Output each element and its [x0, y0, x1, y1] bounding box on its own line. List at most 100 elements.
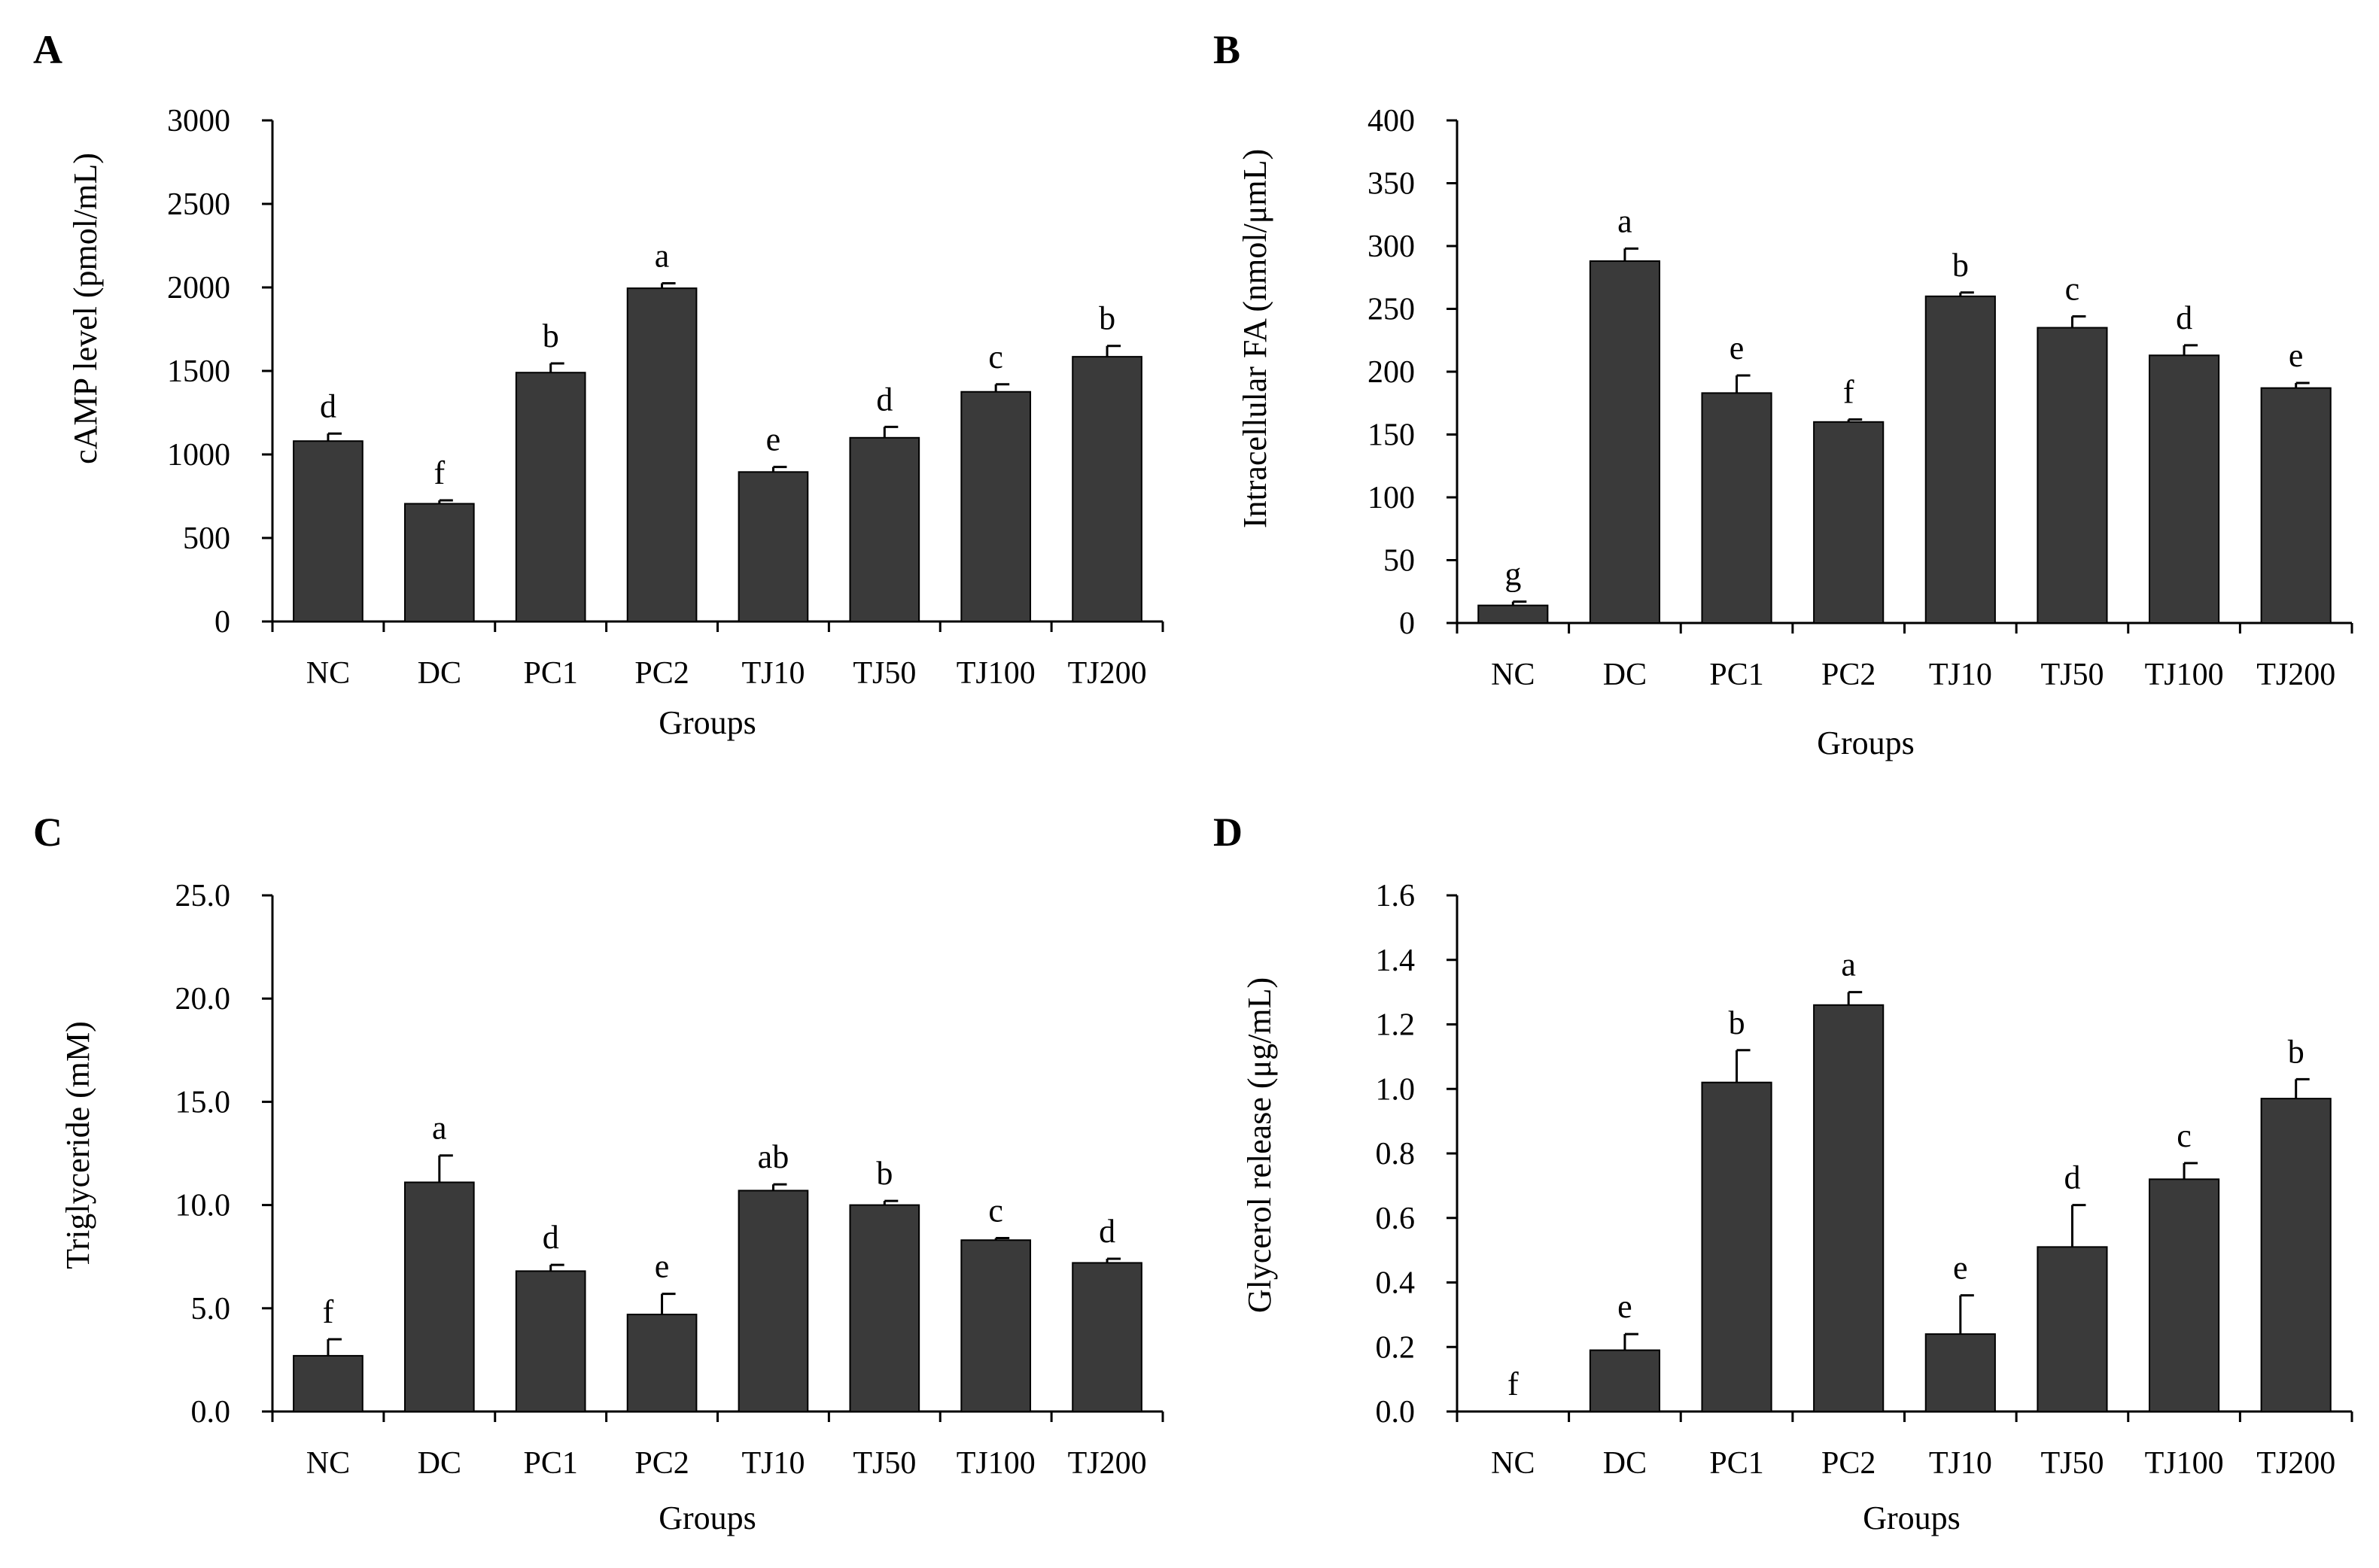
x-tick-label: TJ200 — [1068, 656, 1147, 691]
significance-letter: a — [1841, 947, 1856, 983]
significance-letter: d — [1099, 1213, 1115, 1250]
bar — [1072, 1262, 1142, 1412]
y-tick-label: 1.2 — [1376, 1008, 1416, 1043]
significance-letter: b — [1729, 1004, 1745, 1041]
panel-label: D — [1213, 810, 1243, 855]
y-axis-label: cAMP level (pmol/mL) — [67, 153, 104, 464]
y-tick-label: 1000 — [167, 438, 230, 473]
y-tick-label: 500 — [183, 521, 230, 556]
significance-letter: b — [876, 1155, 893, 1192]
significance-letter: g — [1504, 556, 1521, 593]
bar — [1701, 392, 1772, 624]
y-tick-label: 1.4 — [1376, 944, 1416, 978]
y-tick-label: 400 — [1367, 104, 1415, 138]
x-tick-label: TJ10 — [741, 1446, 805, 1481]
x-tick-label: NC — [306, 1446, 350, 1481]
x-tick-label: TJ100 — [2145, 658, 2224, 692]
x-tick-label: DC — [1603, 658, 1647, 692]
bar — [515, 372, 586, 622]
bar — [738, 1190, 809, 1412]
x-tick-label: TJ100 — [2145, 1446, 2224, 1481]
significance-letter: c — [988, 1193, 1003, 1229]
y-tick-label: 200 — [1367, 355, 1415, 390]
x-tick-label: TJ50 — [853, 656, 916, 691]
x-tick-label: PC1 — [1709, 1446, 1763, 1481]
significance-letter: e — [766, 421, 781, 458]
bar — [1924, 1333, 1996, 1412]
significance-letter: d — [2064, 1159, 2080, 1196]
significance-letter: ab — [758, 1138, 789, 1175]
bar — [293, 1354, 364, 1412]
x-tick-label: PC1 — [524, 656, 578, 691]
x-tick-label: TJ200 — [2256, 658, 2335, 692]
panel-label: A — [33, 27, 62, 72]
bar — [2260, 1098, 2332, 1413]
x-tick-label: NC — [306, 656, 350, 691]
y-tick-label: 50 — [1383, 544, 1415, 579]
y-tick-label: 3000 — [167, 104, 230, 138]
y-axis-label: Intracellular FA (nmol/μmL) — [1237, 149, 1273, 528]
significance-letter: a — [655, 237, 670, 274]
x-tick-label: TJ50 — [2040, 658, 2104, 692]
y-tick-label: 0.2 — [1376, 1330, 1416, 1365]
x-axis-label: Groups — [659, 1500, 756, 1536]
bar — [2037, 327, 2108, 624]
significance-letter: e — [2289, 337, 2304, 374]
significance-letter: b — [1952, 247, 1969, 284]
x-tick-label: TJ200 — [1068, 1446, 1147, 1481]
bar — [1589, 1349, 1661, 1412]
y-axis-label: Glycerol release (μg/mL) — [1241, 977, 1278, 1313]
panel-a: A cAMP level (pmol/mL) Groups 0 500 1000 15… — [33, 27, 1164, 741]
bar — [1813, 421, 1885, 624]
significance-letter: c — [988, 339, 1003, 375]
bar — [403, 503, 475, 622]
bar — [2260, 387, 2332, 624]
y-tick-label: 0.0 — [191, 1395, 231, 1430]
significance-letter: d — [320, 387, 336, 424]
bar — [2148, 1178, 2220, 1413]
bar — [960, 1239, 1032, 1413]
x-axis-label: Groups — [1863, 1500, 1961, 1536]
x-axis-label: Groups — [1817, 725, 1915, 761]
significance-letter: b — [1099, 300, 1115, 337]
significance-letter: d — [543, 1219, 559, 1256]
significance-letter: d — [2176, 299, 2192, 336]
y-tick-label: 2500 — [167, 187, 230, 222]
x-tick-label: TJ10 — [1929, 1446, 1992, 1481]
y-tick-label: 2000 — [167, 271, 230, 305]
bar — [2148, 354, 2220, 624]
y-tick-label: 10.0 — [175, 1189, 231, 1223]
bar — [293, 440, 364, 622]
y-tick-label: 0.4 — [1376, 1266, 1416, 1301]
significance-letter: e — [655, 1248, 670, 1285]
bar — [626, 1314, 698, 1412]
y-tick-label: 250 — [1367, 293, 1415, 327]
x-tick-label: PC1 — [524, 1446, 578, 1481]
bar — [626, 287, 698, 622]
x-tick-label: DC — [418, 1446, 461, 1481]
x-tick-label: DC — [1603, 1446, 1647, 1481]
bar — [1924, 295, 1996, 624]
y-tick-label: 1500 — [167, 354, 230, 389]
bar — [2037, 1246, 2108, 1413]
panel-b: B Intracellular FA (nmol/μmL) Groups 0 50… — [1213, 27, 2353, 761]
significance-letter: e — [1729, 330, 1745, 366]
x-tick-label: TJ10 — [1929, 658, 1992, 692]
y-tick-label: 0 — [1399, 606, 1415, 641]
significance-letter: d — [876, 381, 893, 418]
bar — [849, 436, 920, 622]
significance-letter: f — [323, 1293, 334, 1330]
significance-letter: e — [1617, 1288, 1632, 1325]
bar — [1589, 260, 1661, 624]
x-tick-label: TJ10 — [741, 656, 805, 691]
y-tick-label: 300 — [1367, 229, 1415, 264]
x-tick-label: TJ100 — [957, 656, 1036, 691]
x-tick-label: PC2 — [1821, 1446, 1876, 1481]
panel-label: C — [33, 810, 62, 855]
y-tick-label: 20.0 — [175, 982, 231, 1016]
y-tick-label: 0.0 — [1376, 1395, 1416, 1430]
x-tick-label: NC — [1491, 1446, 1535, 1481]
significance-letter: a — [1617, 202, 1632, 239]
y-tick-label: 5.0 — [191, 1292, 231, 1326]
